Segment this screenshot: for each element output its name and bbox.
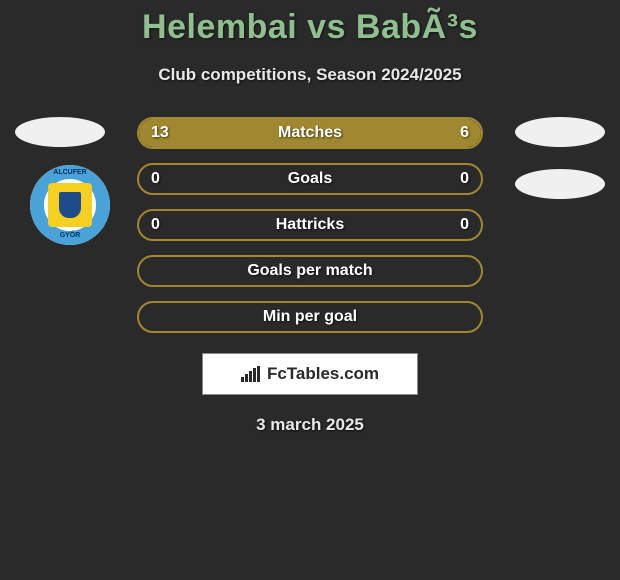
club-logo-center: [48, 183, 92, 227]
player-badge-right-2: [515, 169, 605, 199]
stat-row: 0Goals0: [137, 163, 483, 195]
page-title: Helembai vs BabÃ³s: [0, 8, 620, 47]
date-label: 3 march 2025: [0, 415, 620, 435]
club-logo-text-top: ALCUFER: [30, 169, 110, 176]
branding-text: FcTables.com: [267, 364, 379, 384]
comparison-card: Helembai vs BabÃ³s Club competitions, Se…: [0, 0, 620, 435]
club-logo: ALCUFER GYŐR: [30, 165, 110, 245]
subtitle: Club competitions, Season 2024/2025: [0, 65, 620, 85]
player-badge-right-1: [515, 117, 605, 147]
stats-area: ALCUFER GYŐR 13Matches6 0Goals0 0Hattricks…: [0, 117, 620, 333]
stat-label: Goals per match: [139, 262, 481, 280]
club-logo-shield-icon: [59, 192, 81, 218]
stat-label: Min per goal: [139, 308, 481, 326]
stat-label: Goals: [139, 170, 481, 188]
player-badge-left: [15, 117, 105, 147]
branding-box[interactable]: FcTables.com: [202, 353, 418, 395]
stat-row: 13Matches6: [137, 117, 483, 149]
stat-label: Hattricks: [139, 216, 481, 234]
stat-row: Min per goal: [137, 301, 483, 333]
stat-row: Goals per match: [137, 255, 483, 287]
stat-rows: 13Matches6 0Goals0 0Hattricks0 Goals per ma…: [137, 117, 483, 333]
club-logo-text-bottom: GYŐR: [30, 232, 110, 239]
stat-row: 0Hattricks0: [137, 209, 483, 241]
stat-label: Matches: [139, 124, 481, 142]
bar-chart-icon: [241, 366, 261, 382]
